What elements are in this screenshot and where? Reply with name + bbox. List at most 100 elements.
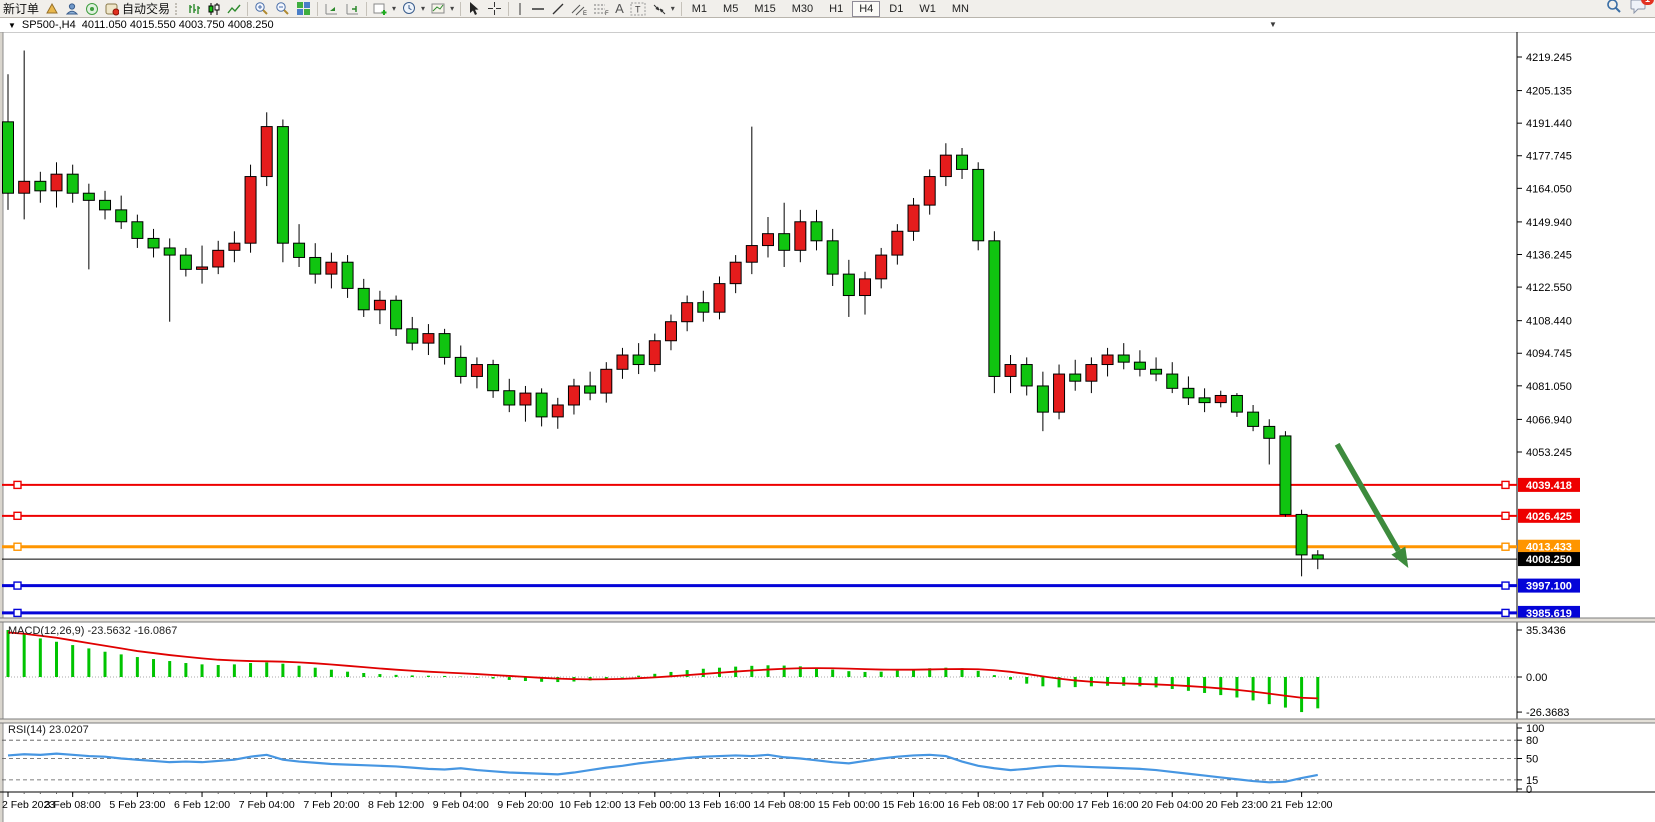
svg-text:20 Feb 23:00: 20 Feb 23:00 — [1206, 799, 1268, 811]
line-handle — [1501, 511, 1510, 521]
line-handle — [1501, 608, 1510, 618]
candle-body — [842, 273, 855, 297]
auto-trading-label: 自动交易 — [122, 2, 171, 16]
candle-body — [826, 240, 839, 275]
chart-shift-marker[interactable]: ▼ — [1269, 20, 1277, 29]
chart-shift-icon[interactable] — [342, 1, 363, 17]
timeframe-button-MN[interactable]: MN — [945, 1, 976, 17]
candle-body — [697, 302, 710, 313]
timeframe-button-W1[interactable]: W1 — [912, 1, 943, 17]
candlesticks — [2, 50, 1324, 577]
toolbar-separator — [366, 1, 368, 16]
timeframe-button-M1[interactable]: M1 — [685, 1, 714, 17]
text-tool-icon[interactable]: A — [615, 1, 624, 16]
period-button[interactable]: ▾ — [399, 1, 428, 17]
zoom-in-icon[interactable] — [251, 1, 272, 17]
candle-body — [196, 266, 209, 270]
candle-body — [373, 299, 386, 311]
candle-body — [648, 340, 661, 366]
candle-body — [470, 364, 483, 377]
arrow-annotation[interactable] — [1334, 442, 1409, 568]
price-badges: 4039.418 4026.425 4013.433 3997.100 3985.619… — [1518, 477, 1580, 620]
candle-body — [1182, 387, 1195, 399]
candle-body — [1295, 513, 1308, 556]
timeframe-button-H1[interactable]: H1 — [822, 1, 850, 17]
candle-body — [244, 176, 257, 244]
line-handle — [13, 581, 22, 590]
candle-body — [487, 364, 500, 392]
timeframe-button-M15[interactable]: M15 — [747, 1, 782, 17]
templates-button[interactable]: ▾ — [428, 1, 457, 17]
horizontal-line-tool-icon[interactable] — [528, 1, 548, 17]
macd-histogram — [6, 629, 1320, 713]
candle-body — [891, 230, 904, 256]
trendline-tool-icon[interactable] — [548, 1, 568, 17]
svg-text:7 Feb 04:00: 7 Feb 04:00 — [239, 799, 295, 811]
shapes-tool-icon[interactable]: ▾ — [649, 1, 678, 17]
vertical-line-tool-icon[interactable] — [512, 1, 528, 17]
line-handle — [13, 542, 22, 551]
candle-body — [681, 302, 694, 323]
candle-body — [406, 328, 419, 344]
signal-icon[interactable] — [82, 1, 102, 17]
svg-text:9 Feb 20:00: 9 Feb 20:00 — [497, 799, 553, 811]
label-tool-icon[interactable]: T — [627, 1, 649, 17]
line-handle — [13, 511, 22, 521]
horizontal-lines[interactable] — [2, 480, 1517, 618]
horizontal-line-3997.100[interactable] — [2, 581, 1517, 590]
timeframe-button-M30[interactable]: M30 — [785, 1, 820, 17]
timeframe-button-D1[interactable]: D1 — [882, 1, 910, 17]
svg-text:35.3436: 35.3436 — [1526, 625, 1566, 637]
svg-text:3985.619: 3985.619 — [1526, 608, 1572, 620]
candle-body — [1117, 354, 1130, 363]
line-chart-mode-icon[interactable] — [224, 1, 244, 17]
fibonacci-tool-icon[interactable]: F — [590, 1, 612, 17]
new-chart-button[interactable]: ▾ — [370, 1, 399, 17]
candle-body — [260, 126, 273, 178]
svg-text:4108.440: 4108.440 — [1526, 316, 1572, 328]
chart-forward-icon[interactable] — [321, 1, 342, 17]
candle-body — [454, 356, 467, 377]
timeframe-button-H4[interactable]: H4 — [852, 0, 881, 17]
market-watch-icon[interactable] — [42, 1, 62, 17]
candle-body — [535, 392, 548, 418]
candle-body — [1263, 425, 1276, 439]
svg-text:4122.550: 4122.550 — [1526, 282, 1572, 294]
auto-trading-button[interactable]: 自动交易 — [102, 1, 173, 17]
svg-text:4136.245: 4136.245 — [1526, 249, 1572, 261]
tile-windows-icon[interactable] — [293, 1, 314, 17]
chart-title-bar[interactable]: ▼ SP500-,H4 4011.050 4015.550 4003.750 4… — [0, 18, 1655, 32]
chart-canvas[interactable]: 4219.245 4205.135 4191.440 4177.745 4164.050… — [0, 18, 1655, 822]
bar-chart-mode-icon[interactable] — [184, 1, 204, 17]
channel-tool-icon[interactable]: E — [568, 1, 590, 17]
collapse-triangle-icon[interactable]: ▼ — [8, 20, 16, 30]
candle-body — [99, 199, 112, 211]
candlestick-mode-icon[interactable] — [204, 1, 224, 17]
candle-body — [2, 121, 14, 194]
candle-body — [794, 221, 807, 251]
crosshair-tool-icon[interactable] — [484, 1, 505, 17]
notifications-icon[interactable]: 1 — [1630, 0, 1654, 19]
navigator-icon[interactable] — [62, 1, 82, 17]
svg-text:14 Feb 08:00: 14 Feb 08:00 — [753, 799, 815, 811]
svg-text:4219.245: 4219.245 — [1526, 52, 1572, 64]
macd-panel[interactable]: 35.3436 0.00 -26.3683 MACD(12,26,9) -23.563… — [2, 625, 1569, 719]
new-order-button[interactable]: 新订单 — [0, 1, 42, 17]
svg-text:4164.050: 4164.050 — [1526, 183, 1572, 195]
price-axis[interactable]: 4219.245 4205.135 4191.440 4177.745 4164.050… — [1517, 52, 1572, 459]
horizontal-line-4039.418[interactable] — [2, 480, 1517, 490]
search-icon[interactable] — [1606, 0, 1622, 19]
timeframe-button-M5[interactable]: M5 — [716, 1, 745, 17]
cursor-tool-icon[interactable] — [464, 1, 484, 17]
candle-body — [1053, 373, 1066, 413]
toolbar-separator — [317, 1, 319, 16]
candle-body — [34, 180, 47, 192]
horizontal-line-3985.619[interactable] — [2, 608, 1517, 618]
svg-text:100: 100 — [1526, 723, 1544, 735]
horizontal-line-4026.425[interactable] — [2, 511, 1517, 521]
zoom-out-icon[interactable] — [272, 1, 293, 17]
horizontal-line-4013.433[interactable] — [2, 542, 1517, 551]
